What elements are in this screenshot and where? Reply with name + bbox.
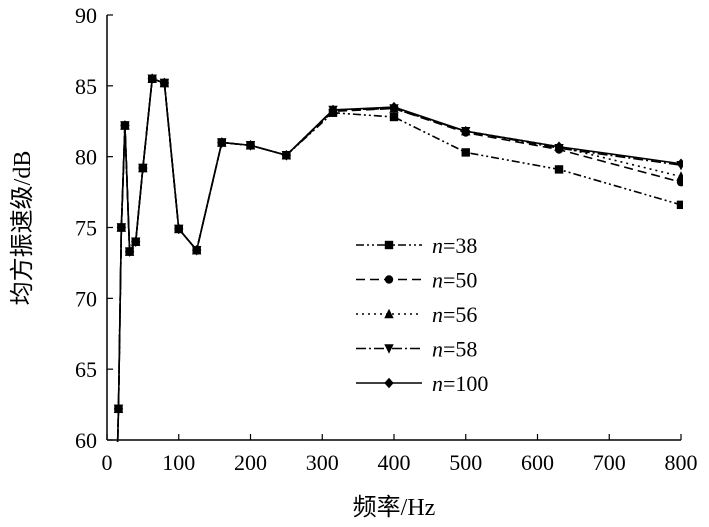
x-tick-label: 100	[162, 450, 195, 475]
data-point	[676, 171, 683, 181]
data-point	[676, 158, 683, 169]
series-line	[116, 77, 682, 442]
legend-label: n=56	[432, 302, 477, 327]
series-100	[111, 73, 683, 516]
legend-label: n=38	[432, 233, 477, 258]
x-axis-label: 频率/Hz	[353, 494, 436, 521]
data-point	[159, 77, 170, 89]
series-50	[112, 74, 683, 515]
x-tick-label: 500	[449, 450, 482, 475]
data-point	[112, 507, 120, 515]
legend-marker	[384, 344, 394, 354]
legend-entry: n=58	[356, 337, 477, 362]
data-point	[554, 141, 564, 152]
series-56	[111, 73, 683, 515]
data-point	[461, 148, 470, 157]
y-tick-label: 80	[75, 145, 97, 170]
data-point	[138, 162, 148, 174]
x-tick-label: 300	[306, 450, 339, 475]
legend-label: n=58	[432, 337, 477, 362]
data-point	[676, 200, 683, 210]
x-tick-label: 600	[521, 450, 554, 475]
y-tick-label: 75	[75, 216, 97, 241]
data-point	[245, 140, 256, 151]
data-point	[389, 101, 399, 113]
y-tick-label: 65	[75, 357, 97, 382]
data-point	[554, 165, 564, 174]
legend-label: n=100	[432, 371, 488, 396]
x-tick-label: 400	[378, 450, 411, 475]
data-point	[124, 246, 135, 257]
data-point	[389, 112, 399, 122]
data-point	[461, 125, 471, 137]
legend-marker	[384, 275, 394, 284]
y-tick-label: 85	[75, 74, 97, 99]
legend-entry: n=38	[356, 233, 477, 258]
data-point	[111, 506, 120, 516]
series-line	[116, 77, 682, 442]
data-point	[217, 137, 227, 148]
y-axis-label: 均方振速级/dB	[9, 151, 36, 306]
data-point	[116, 222, 127, 233]
data-point	[147, 73, 157, 84]
legend-entry: n=50	[356, 268, 477, 293]
legend-marker	[384, 308, 394, 319]
legend-marker	[384, 240, 394, 250]
data-point	[191, 244, 202, 256]
legend-entry: n=100	[356, 371, 488, 396]
x-tick-label: 200	[234, 450, 267, 475]
y-tick-label: 90	[75, 3, 97, 28]
series-line	[116, 77, 682, 442]
data-point	[131, 236, 141, 247]
data-point	[111, 506, 120, 515]
data-point	[111, 507, 120, 516]
series-layer	[111, 73, 683, 516]
legend-label: n=50	[432, 268, 477, 293]
series-line	[116, 77, 682, 442]
series-line	[116, 77, 682, 442]
y-tick-label: 60	[75, 428, 97, 453]
x-tick-label: 0	[102, 450, 113, 475]
legend-marker	[384, 377, 394, 389]
x-tick-label: 700	[593, 450, 626, 475]
data-point	[112, 507, 120, 515]
data-point	[281, 150, 292, 161]
axes: 0 100 200 300 400 500 600 700 800 60 65 70 75 80 85 90	[75, 3, 698, 475]
series-38	[112, 74, 683, 515]
legend-entry: n=56	[356, 302, 477, 327]
legend: n=38 n=50 n=56 n=58 n=100	[356, 233, 488, 396]
y-tick-label: 70	[75, 286, 97, 311]
data-point	[174, 223, 184, 235]
data-point	[328, 104, 338, 116]
data-point	[120, 120, 130, 131]
data-point	[113, 403, 124, 415]
x-tick-label: 800	[665, 450, 698, 475]
